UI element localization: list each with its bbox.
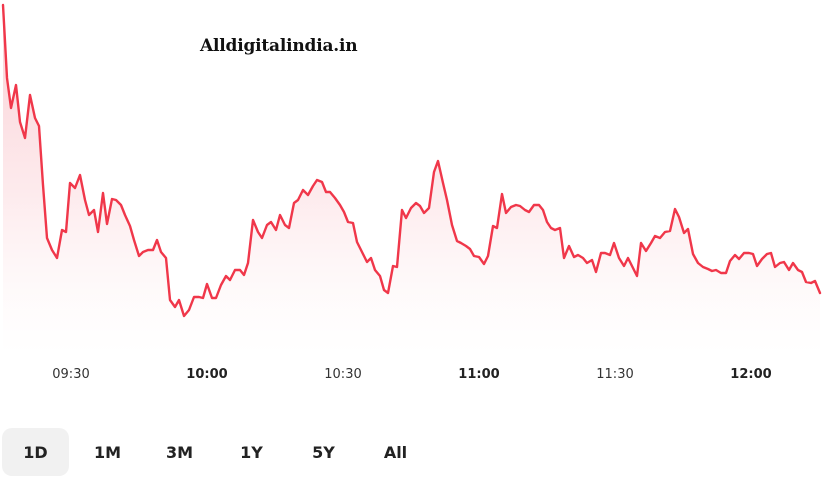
chart-area-fill xyxy=(3,5,820,355)
range-button-1d[interactable]: 1D xyxy=(2,428,69,476)
chart-price-line xyxy=(1,3,822,318)
range-button-1m[interactable]: 1M xyxy=(93,442,122,462)
x-tick-label: 10:00 xyxy=(186,367,228,382)
range-button-3m[interactable]: 3M xyxy=(165,442,194,462)
x-tick-label: 10:30 xyxy=(324,367,362,382)
price-chart[interactable] xyxy=(0,0,822,360)
range-selector: 1D 1M 3M 1Y 5Y All xyxy=(2,428,434,476)
range-button-1y[interactable]: 1Y xyxy=(240,442,263,462)
range-button-5y[interactable]: 5Y xyxy=(312,442,335,462)
x-tick-label: 12:00 xyxy=(730,367,772,382)
watermark-text: Alldigitalindia.in xyxy=(200,36,358,56)
x-tick-label: 09:30 xyxy=(52,367,90,382)
range-button-all[interactable]: All xyxy=(383,442,408,462)
x-tick-label: 11:30 xyxy=(596,367,634,382)
x-tick-label: 11:00 xyxy=(458,367,500,382)
